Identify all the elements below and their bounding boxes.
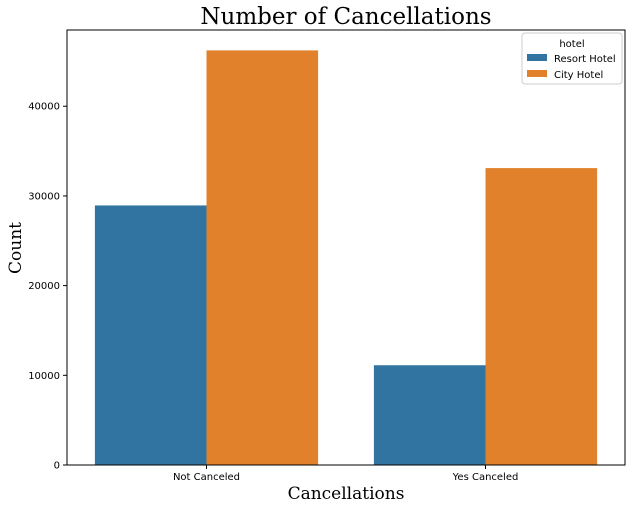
y-tick-label: 0 <box>54 461 60 472</box>
plot-frame <box>66 29 626 466</box>
y-tick-label: 10000 <box>28 371 60 382</box>
y-tick-label: 20000 <box>28 281 60 292</box>
bar-resort-hotel-yes-canceled <box>373 365 486 465</box>
y-axis-label: Count <box>6 222 26 274</box>
x-axis-label: Cancellations <box>288 484 405 504</box>
legend: hotel Resort Hotel City Hotel <box>521 32 623 85</box>
bar-city-hotel-not-canceled <box>206 50 319 465</box>
y-tick-label: 40000 <box>28 102 60 113</box>
bar-city-hotel-yes-canceled <box>485 168 598 465</box>
x-tick-label: Yes Canceled <box>452 472 519 483</box>
legend-title: hotel <box>559 39 584 50</box>
bar-resort-hotel-not-canceled <box>94 205 207 465</box>
legend-label-city-hotel: City Hotel <box>554 70 603 81</box>
y-tick-label: 30000 <box>28 191 60 202</box>
legend-swatch-city-hotel <box>527 70 547 77</box>
legend-swatch-resort-hotel <box>527 54 547 61</box>
legend-label-resort-hotel: Resort Hotel <box>554 54 616 65</box>
x-tick-label: Not Canceled <box>173 472 240 483</box>
chart-title: Number of Cancellations <box>200 4 491 30</box>
plot-area: 0 10000 20000 30000 40000 Not Canceled Yes Can… <box>28 50 598 483</box>
